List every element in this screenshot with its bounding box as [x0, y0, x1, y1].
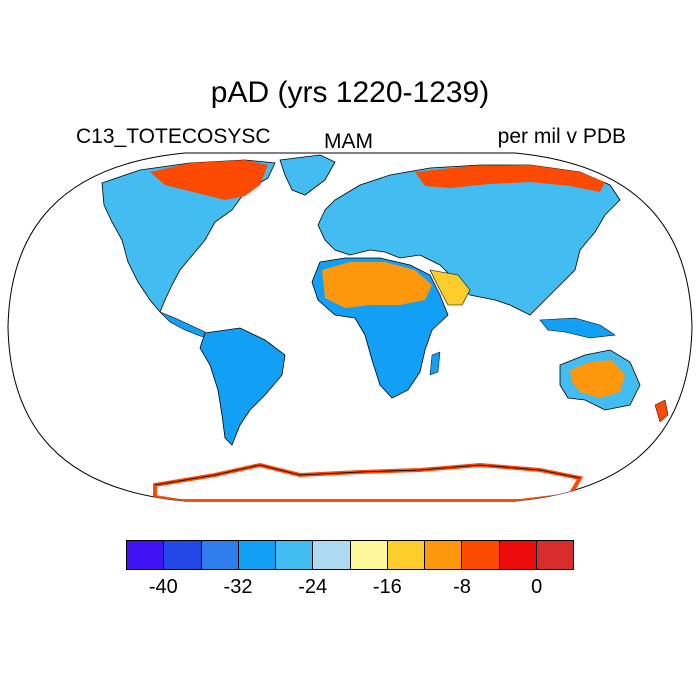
colorbar-swatch — [201, 541, 239, 569]
australia-interior — [570, 360, 625, 398]
season-label: MAM — [324, 130, 373, 153]
colorbar-swatch — [499, 541, 537, 569]
sahara-region — [322, 262, 432, 308]
colorbar-tick-label: -8 — [453, 576, 471, 598]
colorbar — [126, 540, 574, 570]
colorbar-tick-label: 0 — [531, 576, 543, 598]
south-america — [199, 327, 286, 446]
colorbar-tick-label: -40 — [148, 576, 178, 598]
arctic-canada-region — [150, 160, 268, 200]
colorbar-tick-label: -16 — [372, 576, 402, 598]
units-label: per mil v PDB — [497, 125, 626, 148]
colorbar-swatch — [313, 541, 351, 569]
variable-label: C13_TOTECOSYSC — [76, 125, 271, 148]
madagascar — [429, 351, 441, 376]
colorbar-swatch — [462, 541, 500, 569]
map-title: pAD (yrs 1220-1239) — [210, 76, 490, 109]
new-zealand — [654, 399, 669, 423]
arabia-region — [429, 269, 471, 306]
colorbar-swatch — [350, 541, 388, 569]
colorbar-swatch — [164, 541, 202, 569]
southeast-asia-islands — [539, 317, 616, 339]
colorbar-swatch — [425, 541, 463, 569]
colorbar-swatch — [276, 541, 314, 569]
colorbar-tick-labels: -40 -32 -24 -16 -8 0 — [0, 576, 700, 606]
greenland — [279, 154, 336, 196]
arctic-siberia-region — [415, 165, 605, 192]
colorbar-tick-label: -24 — [298, 576, 328, 598]
colorbar-swatch — [536, 541, 573, 569]
colorbar-swatch — [127, 541, 165, 569]
colorbar-swatch — [387, 541, 425, 569]
colorbar-swatch — [238, 541, 276, 569]
colorbar-tick-label: -32 — [223, 576, 253, 598]
